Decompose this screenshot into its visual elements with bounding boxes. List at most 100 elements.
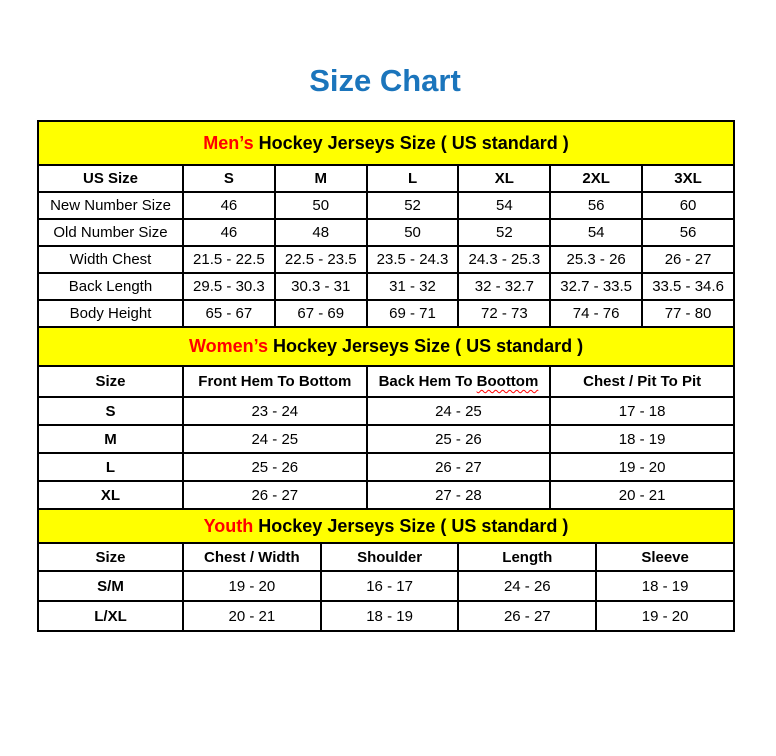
row-label: S/M <box>37 570 184 602</box>
size-value: 24.3 - 25.3 <box>457 245 552 274</box>
womens-section-header-row: Women’s Hockey Jerseys Size ( US standar… <box>36 326 736 367</box>
column-header: Front Hem To Bottom <box>182 365 368 398</box>
row-label: S <box>37 396 184 426</box>
size-value: 32 - 32.7 <box>457 272 552 301</box>
size-value: 16 - 17 <box>319 570 460 602</box>
size-value: 17 - 18 <box>549 396 736 426</box>
womens-section-header: Women’s Hockey Jerseys Size ( US standar… <box>36 326 736 367</box>
column-header: Chest / Pit To Pit <box>549 365 736 398</box>
row-label: Back Length <box>37 272 184 301</box>
size-value: 23 - 24 <box>182 396 368 426</box>
size-value: 77 - 80 <box>641 299 736 328</box>
youth-section-header: Youth Hockey Jerseys Size ( US standard … <box>36 508 736 544</box>
size-value: 26 - 27 <box>182 480 368 510</box>
size-value: 52 <box>457 218 552 247</box>
size-value: 54 <box>549 218 644 247</box>
mens-section-header-row: Men’s Hockey Jerseys Size ( US standard … <box>36 120 736 166</box>
size-value: 24 - 25 <box>182 424 368 454</box>
youth-column-header-row: Size Chest / Width Shoulder Length Sleeve <box>37 542 736 572</box>
youth-size-table: Youth Hockey Jerseys Size ( US standard … <box>36 508 736 632</box>
column-header: Length <box>457 542 598 572</box>
size-value: 18 - 19 <box>549 424 736 454</box>
size-value: 26 - 27 <box>641 245 736 274</box>
size-value: 20 - 21 <box>549 480 736 510</box>
row-label: Old Number Size <box>37 218 184 247</box>
column-header: XL <box>457 164 552 193</box>
women-column-header-row: Size Front Hem To Bottom Back Hem To Boott… <box>37 365 736 398</box>
size-value: 25 - 26 <box>365 424 552 454</box>
column-header: 3XL <box>641 164 736 193</box>
size-value: 20 - 21 <box>182 600 322 632</box>
size-value: 50 <box>273 191 368 220</box>
column-header: M <box>273 164 368 193</box>
size-value: 19 - 20 <box>549 452 736 482</box>
row-label: M <box>37 424 184 454</box>
table-row: Width Chest 21.5 - 22.5 22.5 - 23.5 23.5 - … <box>37 245 736 274</box>
table-row: Old Number Size 46 48 50 52 54 56 <box>37 218 736 247</box>
column-header: Sleeve <box>595 542 736 572</box>
size-value: 33.5 - 34.6 <box>641 272 736 301</box>
row-label: New Number Size <box>37 191 184 220</box>
size-value: 18 - 19 <box>319 600 460 632</box>
column-header: S <box>182 164 276 193</box>
column-header: US Size <box>37 164 184 193</box>
mens-section-title-rest: Hockey Jerseys Size ( US standard ) <box>253 132 569 153</box>
mens-size-table: Men’s Hockey Jerseys Size ( US standard … <box>36 120 736 328</box>
size-value: 19 - 20 <box>595 600 736 632</box>
size-value: 22.5 - 23.5 <box>273 245 368 274</box>
column-header: Chest / Width <box>182 542 322 572</box>
size-value: 72 - 73 <box>457 299 552 328</box>
table-row: L 25 - 26 26 - 27 19 - 20 <box>37 452 736 482</box>
size-value: 46 <box>182 191 276 220</box>
mens-section-header: Men’s Hockey Jerseys Size ( US standard … <box>36 120 736 166</box>
size-value: 67 - 69 <box>273 299 368 328</box>
size-value: 48 <box>273 218 368 247</box>
size-value: 18 - 19 <box>595 570 736 602</box>
size-value: 32.7 - 33.5 <box>549 272 644 301</box>
size-value: 29.5 - 30.3 <box>182 272 276 301</box>
table-row: L/XL 20 - 21 18 - 19 26 - 27 19 - 20 <box>37 600 736 632</box>
column-header: Size <box>37 542 184 572</box>
misspelled-word: Boottom <box>476 373 539 390</box>
size-value: 60 <box>641 191 736 220</box>
table-row: M 24 - 25 25 - 26 18 - 19 <box>37 424 736 454</box>
size-value: 74 - 76 <box>549 299 644 328</box>
mens-section-highlight: Men’s <box>203 132 254 153</box>
size-value: 46 <box>182 218 276 247</box>
size-value: 19 - 20 <box>182 570 322 602</box>
size-value: 26 - 27 <box>365 452 552 482</box>
table-row: Body Height 65 - 67 67 - 69 69 - 71 72 - 73 7… <box>37 299 736 328</box>
size-value: 21.5 - 22.5 <box>182 245 276 274</box>
youth-section-highlight: Youth <box>203 515 254 536</box>
row-label: XL <box>37 480 184 510</box>
table-row: S 23 - 24 24 - 25 17 - 18 <box>37 396 736 426</box>
row-label: Width Chest <box>37 245 184 274</box>
row-label: L/XL <box>37 600 184 632</box>
size-value: 25.3 - 26 <box>549 245 644 274</box>
size-value: 25 - 26 <box>182 452 368 482</box>
size-value: 24 - 26 <box>457 570 598 602</box>
size-value: 52 <box>365 191 460 220</box>
column-header: 2XL <box>549 164 644 193</box>
row-label: Body Height <box>37 299 184 328</box>
row-label: L <box>37 452 184 482</box>
column-header: Shoulder <box>319 542 460 572</box>
size-value: 65 - 67 <box>182 299 276 328</box>
column-header: Size <box>37 365 184 398</box>
youth-section-title-rest: Hockey Jerseys Size ( US standard ) <box>253 515 569 536</box>
men-column-header-row: US Size S M L XL 2XL 3XL <box>37 164 736 193</box>
table-row: New Number Size 46 50 52 54 56 60 <box>37 191 736 220</box>
column-header: L <box>365 164 460 193</box>
size-value: 50 <box>365 218 460 247</box>
size-value: 31 - 32 <box>365 272 460 301</box>
size-value: 69 - 71 <box>365 299 460 328</box>
column-header: Back Hem To Boottom <box>365 365 552 398</box>
womens-section-highlight: Women’s <box>188 336 268 356</box>
womens-section-title-rest: Hockey Jerseys Size ( US standard ) <box>267 336 584 356</box>
table-row: S/M 19 - 20 16 - 17 24 - 26 18 - 19 <box>37 570 736 602</box>
size-value: 56 <box>549 191 644 220</box>
page-title: Size Chart <box>309 63 461 98</box>
size-value: 30.3 - 31 <box>273 272 368 301</box>
size-chart-table: Men’s Hockey Jerseys Size ( US standard … <box>36 120 736 632</box>
size-chart-page: Size Chart Men’s Hockey Jerseys Size ( U… <box>0 64 776 756</box>
